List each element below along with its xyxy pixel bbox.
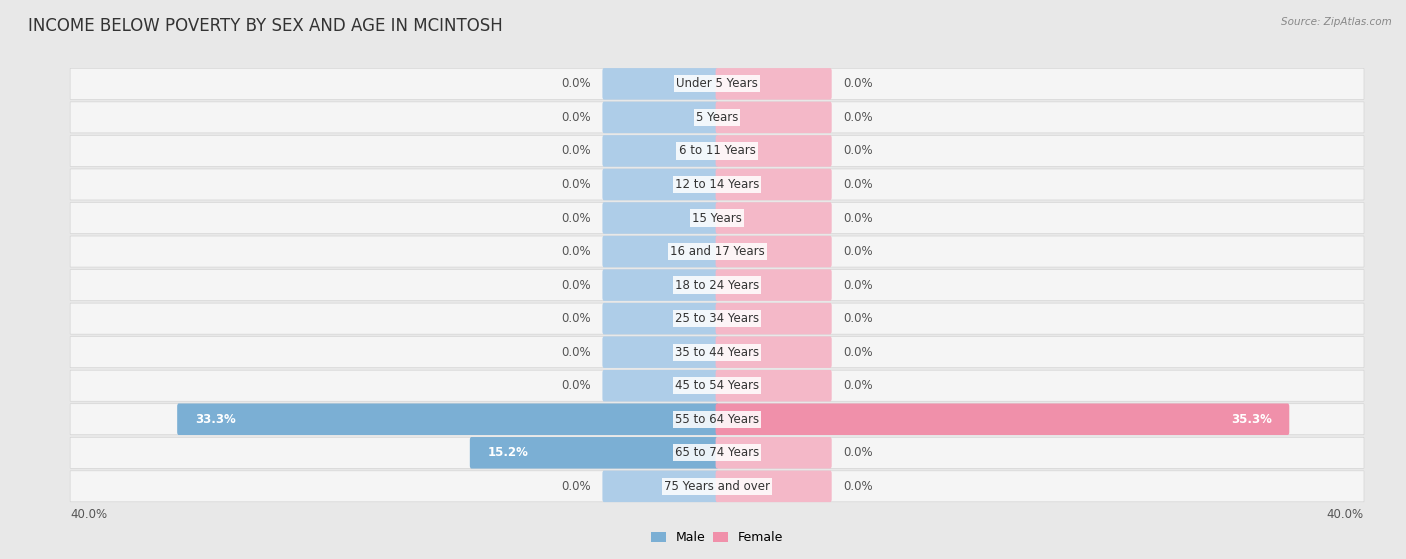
FancyBboxPatch shape (716, 404, 1289, 435)
Text: INCOME BELOW POVERTY BY SEX AND AGE IN MCINTOSH: INCOME BELOW POVERTY BY SEX AND AGE IN M… (28, 17, 503, 35)
FancyBboxPatch shape (716, 471, 832, 502)
FancyBboxPatch shape (716, 303, 832, 334)
Text: 0.0%: 0.0% (844, 480, 873, 493)
Text: 16 and 17 Years: 16 and 17 Years (669, 245, 765, 258)
Text: 35 to 44 Years: 35 to 44 Years (675, 345, 759, 359)
FancyBboxPatch shape (716, 68, 832, 100)
Text: 0.0%: 0.0% (561, 278, 591, 292)
Legend: Male, Female: Male, Female (645, 526, 789, 549)
Text: 0.0%: 0.0% (561, 111, 591, 124)
FancyBboxPatch shape (602, 303, 718, 334)
FancyBboxPatch shape (716, 236, 832, 267)
FancyBboxPatch shape (177, 404, 718, 435)
FancyBboxPatch shape (716, 135, 832, 167)
Text: 18 to 24 Years: 18 to 24 Years (675, 278, 759, 292)
FancyBboxPatch shape (716, 370, 832, 401)
Text: Source: ZipAtlas.com: Source: ZipAtlas.com (1281, 17, 1392, 27)
Text: 0.0%: 0.0% (844, 446, 873, 459)
Text: Under 5 Years: Under 5 Years (676, 77, 758, 91)
Text: 6 to 11 Years: 6 to 11 Years (679, 144, 755, 158)
FancyBboxPatch shape (70, 337, 1364, 368)
Text: 40.0%: 40.0% (70, 508, 107, 522)
Text: 15 Years: 15 Years (692, 211, 742, 225)
FancyBboxPatch shape (602, 68, 718, 100)
Text: 0.0%: 0.0% (561, 480, 591, 493)
FancyBboxPatch shape (70, 437, 1364, 468)
FancyBboxPatch shape (716, 337, 832, 368)
FancyBboxPatch shape (70, 169, 1364, 200)
Text: 0.0%: 0.0% (561, 144, 591, 158)
Text: 0.0%: 0.0% (561, 379, 591, 392)
FancyBboxPatch shape (716, 437, 832, 468)
FancyBboxPatch shape (602, 337, 718, 368)
FancyBboxPatch shape (70, 269, 1364, 301)
Text: 40.0%: 40.0% (1327, 508, 1364, 522)
FancyBboxPatch shape (70, 236, 1364, 267)
Text: 0.0%: 0.0% (844, 379, 873, 392)
FancyBboxPatch shape (716, 169, 832, 200)
Text: 0.0%: 0.0% (561, 245, 591, 258)
Text: 0.0%: 0.0% (561, 77, 591, 91)
FancyBboxPatch shape (70, 404, 1364, 435)
Text: 0.0%: 0.0% (844, 77, 873, 91)
Text: 0.0%: 0.0% (561, 211, 591, 225)
Text: 55 to 64 Years: 55 to 64 Years (675, 413, 759, 426)
FancyBboxPatch shape (602, 202, 718, 234)
FancyBboxPatch shape (716, 269, 832, 301)
FancyBboxPatch shape (602, 102, 718, 133)
Text: 12 to 14 Years: 12 to 14 Years (675, 178, 759, 191)
FancyBboxPatch shape (70, 202, 1364, 234)
Text: 35.3%: 35.3% (1230, 413, 1271, 426)
FancyBboxPatch shape (602, 269, 718, 301)
Text: 0.0%: 0.0% (561, 178, 591, 191)
Text: 65 to 74 Years: 65 to 74 Years (675, 446, 759, 459)
Text: 0.0%: 0.0% (844, 144, 873, 158)
FancyBboxPatch shape (716, 102, 832, 133)
Text: 0.0%: 0.0% (844, 178, 873, 191)
Text: 0.0%: 0.0% (844, 312, 873, 325)
FancyBboxPatch shape (602, 471, 718, 502)
FancyBboxPatch shape (602, 370, 718, 401)
Text: 5 Years: 5 Years (696, 111, 738, 124)
Text: 75 Years and over: 75 Years and over (664, 480, 770, 493)
Text: 0.0%: 0.0% (561, 312, 591, 325)
Text: 45 to 54 Years: 45 to 54 Years (675, 379, 759, 392)
FancyBboxPatch shape (602, 169, 718, 200)
Text: 15.2%: 15.2% (488, 446, 529, 459)
FancyBboxPatch shape (70, 135, 1364, 167)
FancyBboxPatch shape (70, 471, 1364, 502)
FancyBboxPatch shape (70, 68, 1364, 100)
FancyBboxPatch shape (470, 437, 718, 468)
FancyBboxPatch shape (602, 135, 718, 167)
Text: 0.0%: 0.0% (844, 111, 873, 124)
FancyBboxPatch shape (70, 370, 1364, 401)
Text: 0.0%: 0.0% (561, 345, 591, 359)
Text: 0.0%: 0.0% (844, 211, 873, 225)
FancyBboxPatch shape (716, 202, 832, 234)
Text: 0.0%: 0.0% (844, 278, 873, 292)
FancyBboxPatch shape (602, 236, 718, 267)
Text: 33.3%: 33.3% (195, 413, 236, 426)
Text: 0.0%: 0.0% (844, 245, 873, 258)
Text: 0.0%: 0.0% (844, 345, 873, 359)
Text: 25 to 34 Years: 25 to 34 Years (675, 312, 759, 325)
FancyBboxPatch shape (70, 102, 1364, 133)
FancyBboxPatch shape (70, 303, 1364, 334)
